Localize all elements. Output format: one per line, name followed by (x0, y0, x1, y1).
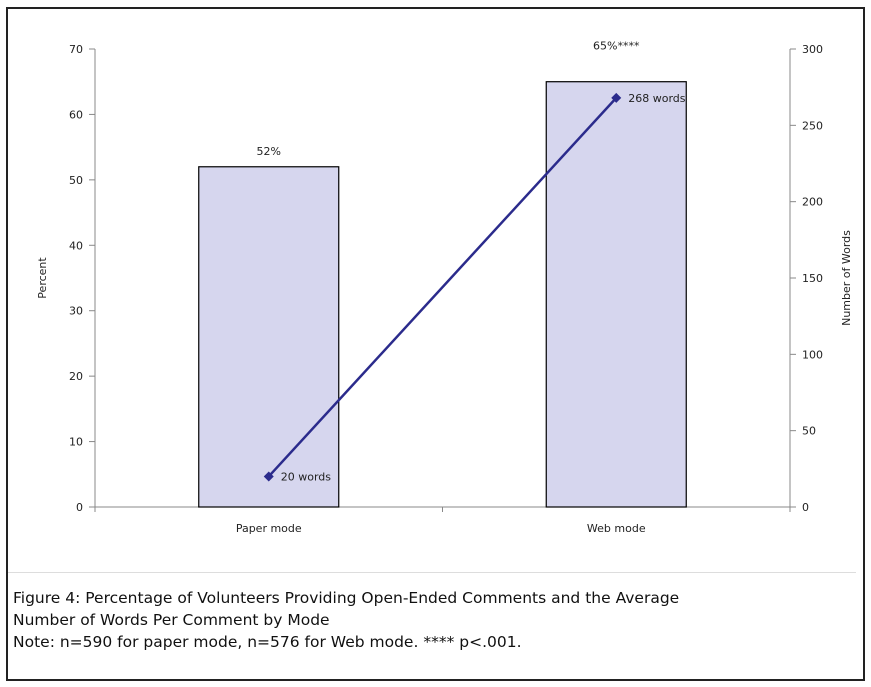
y-tick-label-right: 300 (802, 43, 823, 56)
y-tick-label-left: 10 (69, 436, 83, 449)
bar (545, 81, 687, 508)
y-tick-label-right: 0 (802, 501, 809, 514)
y-tick-label-left: 60 (69, 108, 83, 121)
y-tick-label-right: 50 (802, 425, 816, 438)
figure-caption: Figure 4: Percentage of Volunteers Provi… (13, 587, 853, 653)
caption-line-2: Number of Words Per Comment by Mode (13, 611, 330, 629)
bar-series (198, 81, 687, 508)
y-tick-label-left: 50 (69, 174, 83, 187)
line-data-label: 20 words (281, 470, 332, 483)
bar-data-label: 52% (257, 145, 281, 158)
chart-axes: 0 10 20 30 40 50 60 70 0 50 100 150 200 250 300 Paper m… (36, 43, 853, 535)
series-line (267, 97, 618, 478)
y-tick-label-right: 150 (802, 272, 823, 285)
line-point (263, 471, 274, 482)
line-series (263, 92, 622, 482)
y-axis-title-left: Percent (36, 257, 49, 299)
y-tick-label-right: 250 (802, 119, 823, 132)
x-tick-label: Web mode (587, 522, 646, 535)
y-axis-title-right: Number of Words (840, 230, 853, 326)
caption-line-1: Figure 4: Percentage of Volunteers Provi… (13, 589, 680, 607)
bar-data-label: 65%**** (593, 40, 640, 53)
caption-note: Note: n=590 for paper mode, n=576 for We… (13, 633, 522, 651)
x-tick-label: Paper mode (236, 522, 302, 535)
chart: 0 10 20 30 40 50 60 70 0 50 100 150 200 250 300 Paper m… (36, 40, 853, 535)
y-tick-label-left: 20 (69, 370, 83, 383)
chart-labels: 52% 65%**** 20 words 268 words (257, 40, 686, 484)
figure-frame (6, 7, 865, 681)
y-tick-label-left: 0 (76, 501, 83, 514)
y-tick-label-right: 100 (802, 348, 823, 361)
y-tick-label-left: 70 (69, 43, 83, 56)
y-tick-label-left: 30 (69, 305, 83, 318)
y-tick-label-right: 200 (802, 196, 823, 209)
bar (198, 166, 340, 508)
line-data-label: 268 words (628, 92, 686, 105)
caption-divider (8, 572, 856, 573)
line-point (611, 92, 622, 103)
y-tick-label-left: 40 (69, 239, 83, 252)
